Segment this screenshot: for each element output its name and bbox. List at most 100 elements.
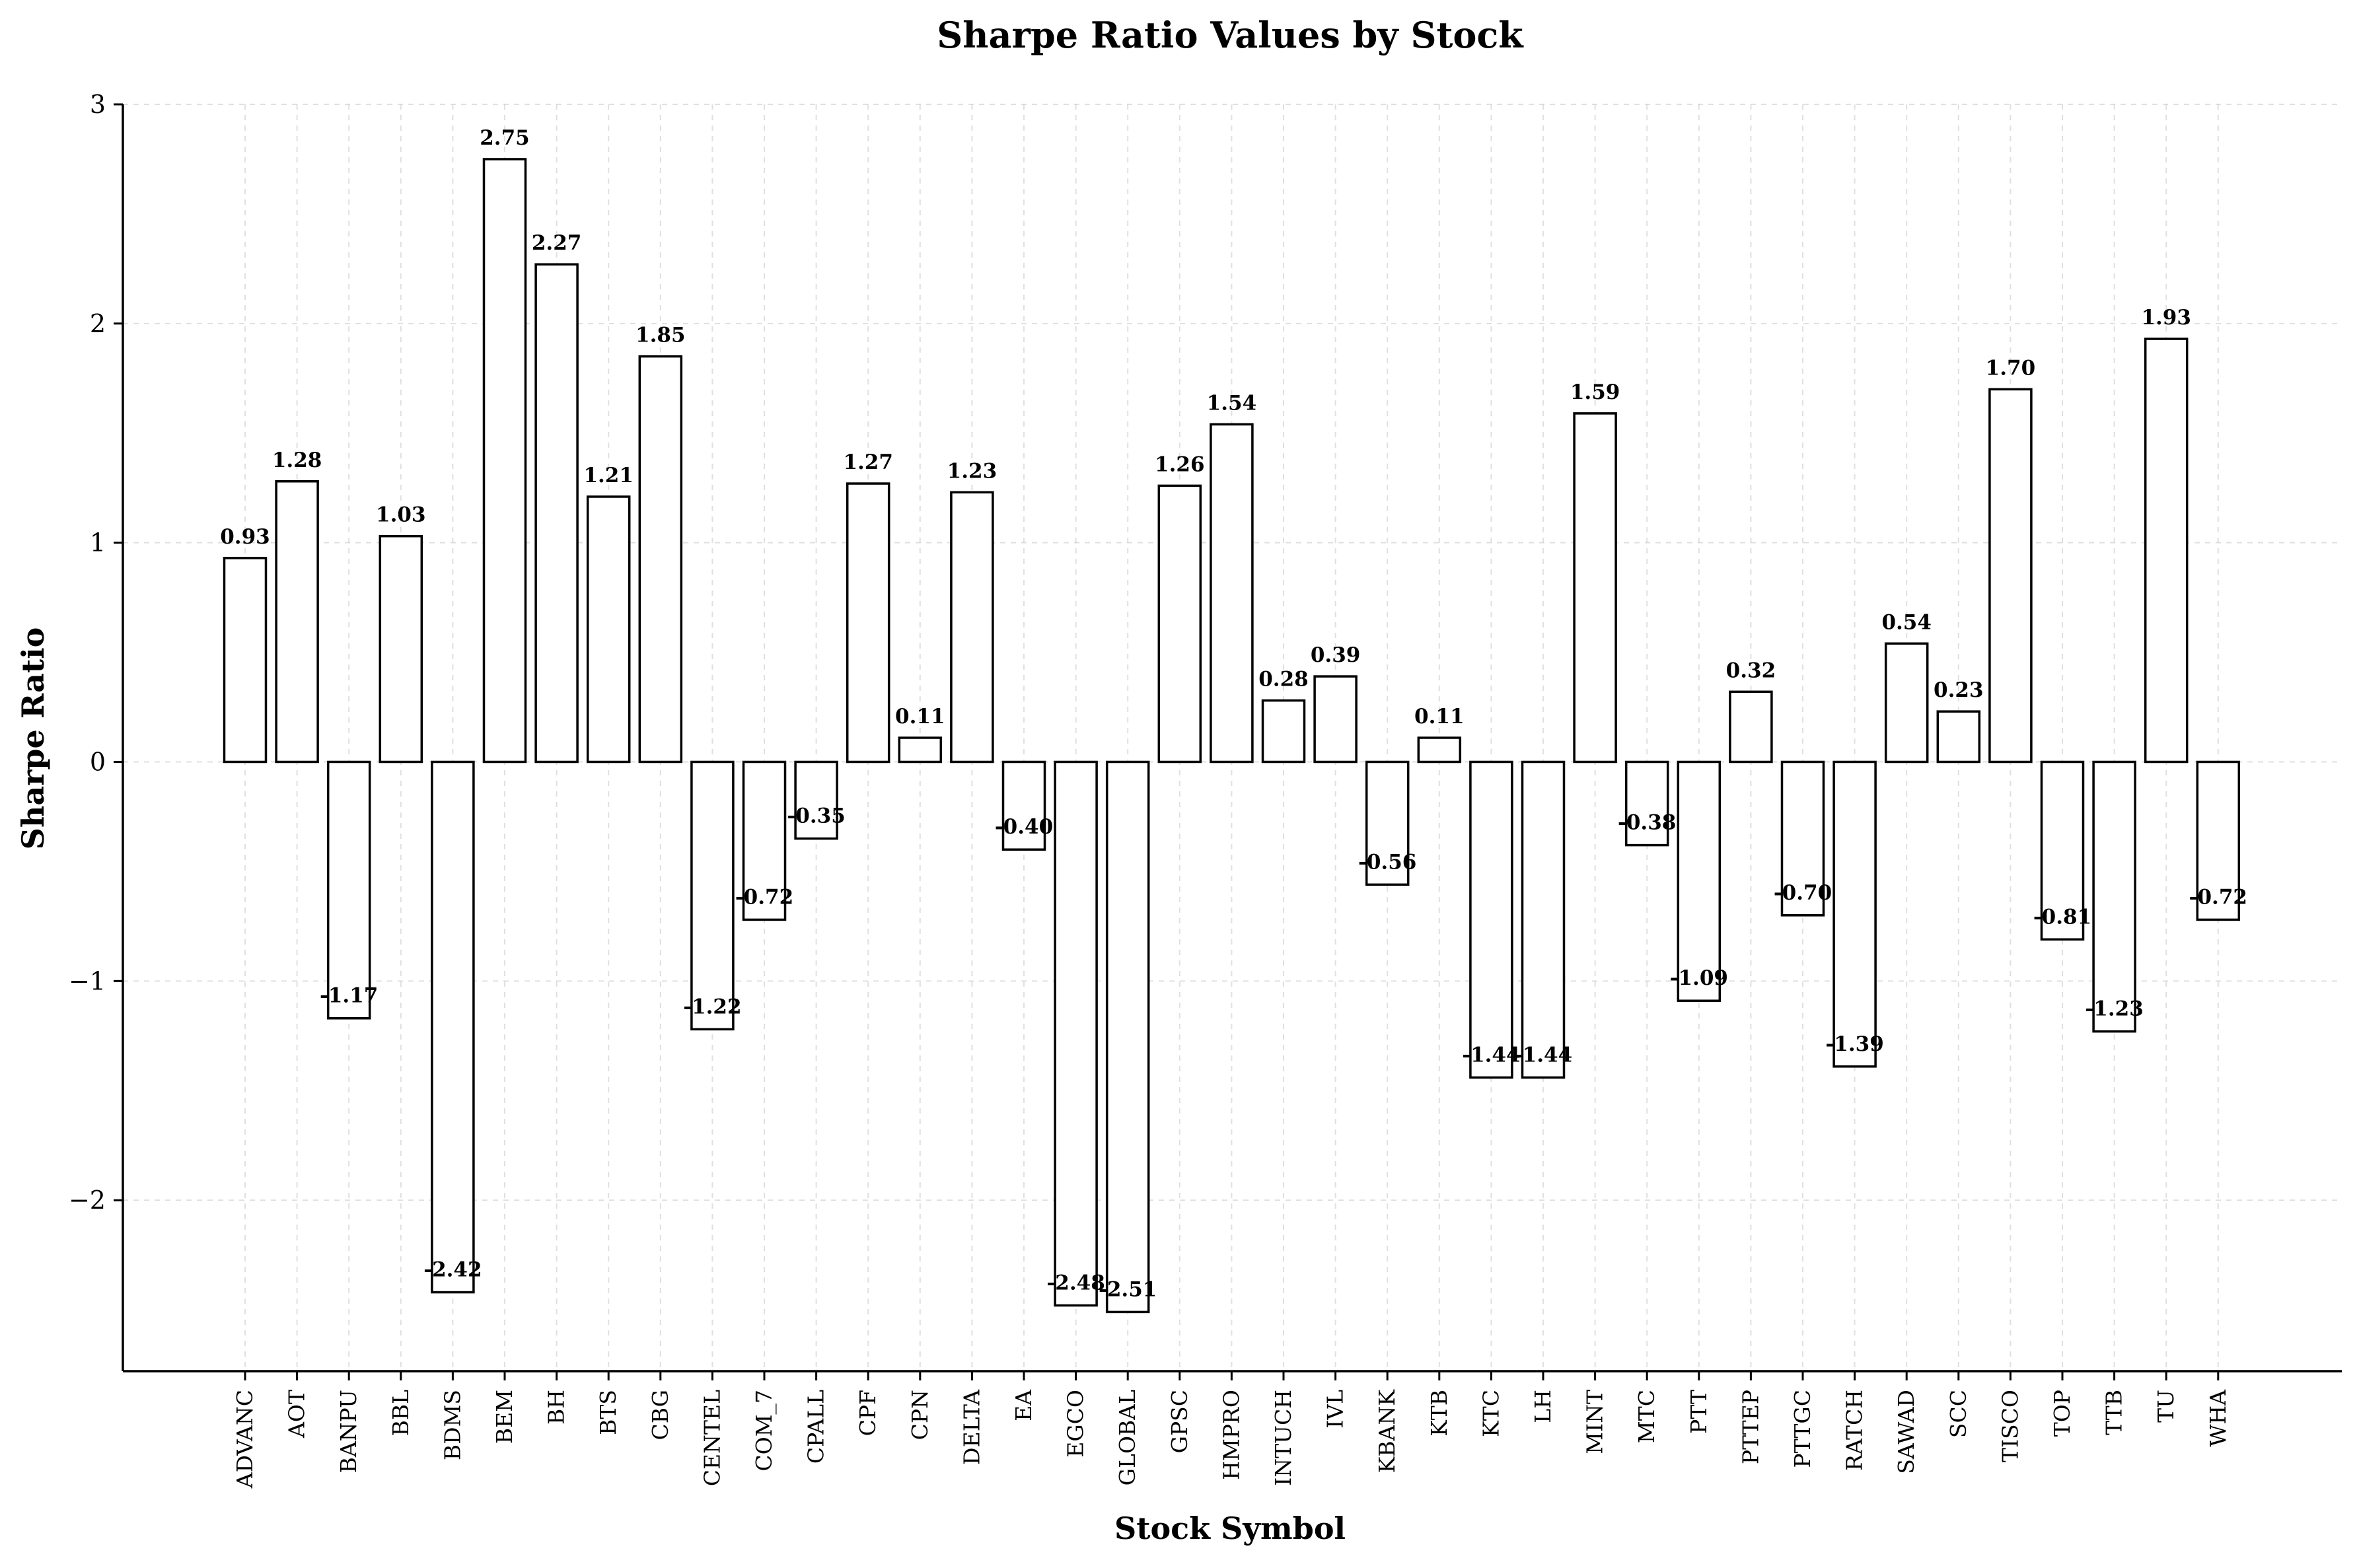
x-tick-label-global: GLOBAL — [1114, 1390, 1140, 1485]
bar-cpf — [846, 482, 890, 764]
x-tick-label-cbg: CBG — [647, 1390, 673, 1440]
y-tick-label: 2 — [90, 309, 106, 338]
bar-cbg — [638, 355, 683, 764]
x-tick-label-intuch: INTUCH — [1270, 1390, 1296, 1486]
data-label-aot: 1.28 — [272, 448, 322, 472]
bar-ivl — [1313, 675, 1358, 764]
x-tick-label-ivl: IVL — [1323, 1390, 1348, 1429]
data-label-bts: 1.21 — [583, 464, 634, 487]
x-tick-label-pttep: PTTEP — [1737, 1390, 1763, 1464]
data-label-advanc: 0.93 — [220, 525, 270, 549]
bar-ktb — [1417, 736, 1462, 764]
bar-kbank — [1365, 760, 1410, 886]
y-tick-label: 3 — [90, 90, 106, 119]
bar-bh — [534, 263, 579, 764]
data-label-intuch: 0.28 — [1258, 668, 1309, 692]
x-tick-label-centel: CENTEL — [699, 1390, 725, 1486]
data-label-kbank: -0.56 — [1358, 850, 1416, 874]
bar-bbl — [379, 534, 423, 764]
bar-cpn — [898, 736, 943, 764]
bar-gpsc — [1157, 484, 1202, 764]
bar-advanc — [223, 557, 268, 764]
bar-ea — [1001, 760, 1046, 851]
x-tick-label-bdms: BDMS — [439, 1390, 465, 1460]
x-tick-label-tu: TU — [2153, 1390, 2179, 1423]
bar-global — [1105, 760, 1150, 1314]
bar-ptt — [1677, 760, 1722, 1002]
x-tick-label-advanc: ADVANC — [232, 1390, 258, 1489]
x-tick-label-bbl: BBL — [388, 1390, 414, 1437]
bar-sawad — [1884, 642, 1929, 764]
x-tick-label-mtc: MTC — [1634, 1390, 1659, 1443]
x-tick-label-banpu: BANPU — [336, 1390, 361, 1473]
data-label-cpf: 1.27 — [843, 450, 893, 474]
bar-lh — [1521, 760, 1566, 1079]
x-axis-label: Stock Symbol — [1114, 1511, 1346, 1546]
bar-pttep — [1729, 690, 1773, 764]
data-label-bem: 2.75 — [480, 126, 530, 150]
x-tick-label-delta: DELTA — [959, 1389, 984, 1465]
x-tick-label-ktc: KTC — [1478, 1390, 1504, 1437]
data-label-ptt: -1.09 — [1670, 966, 1728, 990]
data-labels-layer: 0.93 1.28 -1.17 1.03 -2.42 2.75 2.27 1.21 1.85 -1… — [220, 126, 2247, 1301]
x-tick-label-ttb: TTB — [2101, 1390, 2127, 1435]
x-tick-label-cpf: CPF — [855, 1390, 881, 1436]
x-tick-label-kbank: KBANK — [1374, 1389, 1400, 1474]
bar-ttb — [2092, 760, 2136, 1033]
data-label-bdms: -2.42 — [423, 1258, 482, 1282]
y-ticks-layer: 3 2 1 0 −1 −2 — [69, 90, 123, 1215]
x-tick-label-mint: MINT — [1582, 1390, 1608, 1454]
bar-cpall — [794, 760, 838, 840]
x-tick-label-ea: EA — [1011, 1389, 1036, 1421]
data-label-pttep: 0.32 — [1726, 659, 1776, 682]
x-tick-label-tisco: TISCO — [1997, 1390, 2023, 1462]
data-label-com_7: -0.72 — [735, 885, 793, 909]
data-label-tu: 1.93 — [2141, 306, 2191, 330]
data-label-ttb: -1.23 — [2085, 997, 2143, 1021]
data-label-global: -2.51 — [1099, 1277, 1157, 1301]
bar-ktc — [1469, 760, 1513, 1079]
bar-tu — [2144, 338, 2189, 764]
bar-egco — [1054, 760, 1098, 1307]
chart-title: Sharpe Ratio Values by Stock — [937, 14, 1524, 56]
bar-com_7 — [742, 760, 787, 921]
x-tick-label-ktb: KTB — [1426, 1390, 1452, 1437]
bar-wha — [2196, 760, 2241, 921]
bar-bem — [482, 158, 527, 764]
x-tick-label-aot: AOT — [284, 1390, 310, 1439]
data-label-cpall: -0.35 — [787, 804, 845, 828]
data-label-mtc: -0.38 — [1618, 811, 1676, 835]
data-label-ktb: 0.11 — [1414, 705, 1465, 729]
bar-banpu — [326, 760, 371, 1020]
x-tick-label-hmpro: HMPRO — [1218, 1390, 1244, 1480]
bar-delta — [950, 491, 994, 764]
x-tick-label-gpsc: GPSC — [1167, 1390, 1192, 1453]
bar-intuch — [1261, 699, 1306, 764]
data-label-lh: -1.44 — [1514, 1043, 1572, 1067]
data-label-hmpro: 1.54 — [1207, 391, 1257, 415]
data-label-cpn: 0.11 — [895, 705, 945, 729]
y-tick-label: −2 — [69, 1186, 106, 1215]
y-tick-label: 1 — [90, 528, 106, 557]
x-tick-label-ptt: PTT — [1686, 1390, 1712, 1434]
x-tick-label-wha: WHA — [2205, 1389, 2231, 1447]
data-label-pttgc: -0.70 — [1774, 881, 1832, 905]
data-label-centel: -1.22 — [683, 995, 741, 1018]
bar-ratch — [1832, 760, 1877, 1068]
bars-layer — [223, 158, 2241, 1314]
data-label-gpsc: 1.26 — [1155, 452, 1205, 476]
bar-mtc — [1624, 760, 1669, 847]
x-ticks-layer: ADVANC AOT BANPU BBL BDMS BEM BH BTS CBG CENTEL CO… — [232, 1371, 2231, 1489]
bar-top — [2040, 760, 2085, 941]
x-tick-label-bem: BEM — [491, 1390, 517, 1444]
bar-bdms — [431, 760, 475, 1294]
x-tick-label-top: TOP — [2049, 1390, 2075, 1437]
data-label-scc: 0.23 — [1934, 678, 1984, 702]
data-label-ratch: -1.39 — [1825, 1032, 1883, 1056]
y-tick-label: −1 — [69, 966, 106, 995]
y-axis-label: Sharpe Ratio — [15, 627, 51, 850]
x-tick-label-pttgc: PTTGC — [1790, 1390, 1815, 1468]
x-tick-label-lh: LH — [1530, 1390, 1556, 1423]
